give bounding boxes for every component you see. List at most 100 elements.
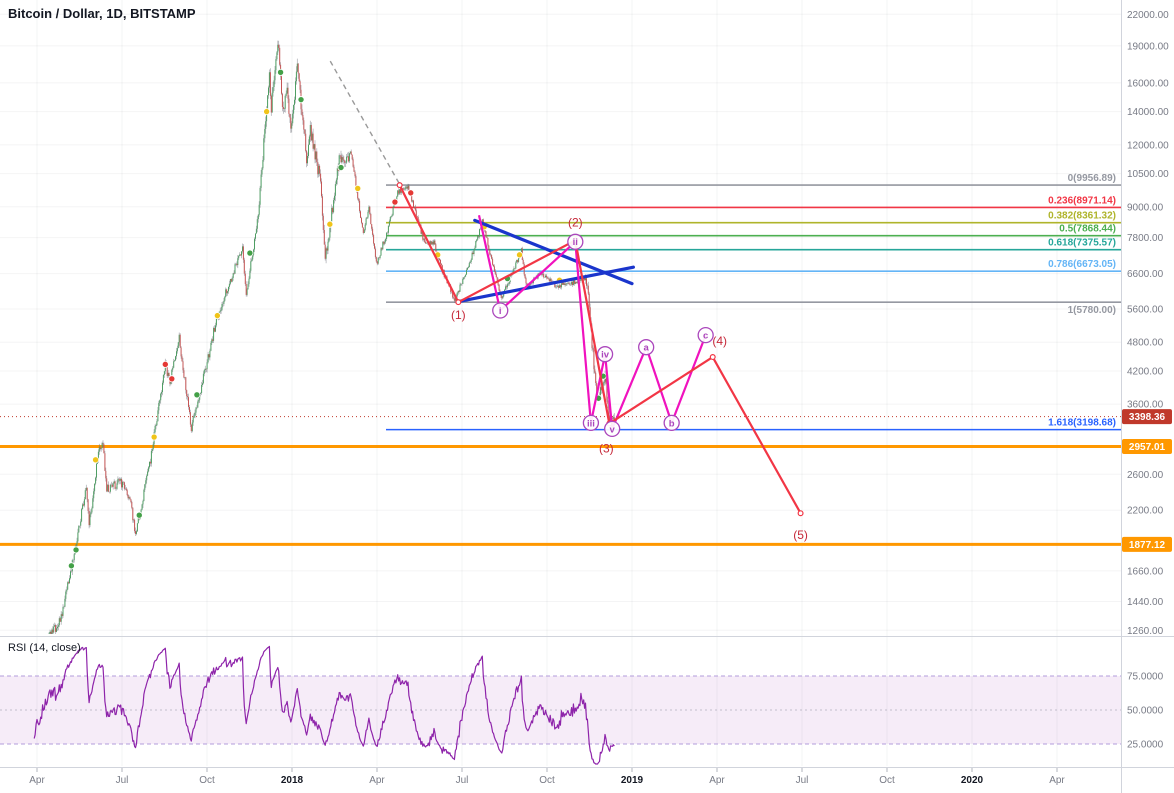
symbol-description[interactable]: Bitcoin / Dollar, 1D, BITSTAMP <box>8 6 196 21</box>
rsi-axis-label: 75.0000 <box>1127 672 1164 683</box>
impulse-path[interactable] <box>398 184 802 514</box>
price-axis-label: 4800.00 <box>1127 338 1164 349</box>
fib-label-0.618: 0.618(7375.57) <box>1048 238 1116 249</box>
signal-dot-green <box>277 68 285 76</box>
current-price-badge-text: 3398.36 <box>1129 412 1166 423</box>
price-axis-label: 9000.00 <box>1127 202 1164 213</box>
price-axis-label: 12000.00 <box>1127 140 1169 151</box>
impulse-label-(2): (2) <box>568 215 583 229</box>
price-axis-label: 6600.00 <box>1127 269 1164 280</box>
rsi-indicator-label[interactable]: RSI (14, close) <box>8 642 81 654</box>
fib-label-0: 0(9956.89) <box>1068 173 1116 184</box>
signal-dot-red <box>161 360 169 368</box>
signal-dot-yellow <box>516 251 524 259</box>
price-axis-label: 22000.00 <box>1127 10 1169 21</box>
impulse-label-(5): (5) <box>793 528 808 542</box>
signal-dot-green <box>72 546 80 554</box>
price-axis-label: 16000.00 <box>1127 78 1169 89</box>
rsi-axis-label: 50.0000 <box>1127 706 1164 717</box>
subwave-circle-ii[interactable] <box>567 233 584 250</box>
price-axis-label: 14000.00 <box>1127 107 1169 118</box>
time-axis-label-2020: 2020 <box>961 775 984 786</box>
time-axis-label-2018: 2018 <box>281 775 304 786</box>
price-axis-label: 3600.00 <box>1127 400 1164 411</box>
price-axis-label: 1660.00 <box>1127 566 1164 577</box>
time-axis-label-Apr: Apr <box>1049 775 1065 786</box>
signal-dot-green <box>135 511 143 519</box>
fib-label-0.236: 0.236(8971.14) <box>1048 195 1116 206</box>
signal-dot-yellow <box>326 220 334 228</box>
alert-price-badge-1877.12 <box>1122 536 1172 552</box>
subwave-label-ii: ii <box>573 237 578 248</box>
current-price-badge <box>1122 409 1172 425</box>
impulse-pivot <box>455 299 462 306</box>
signal-dot-yellow <box>150 433 158 441</box>
fib-label-0.786: 0.786(6673.05) <box>1048 259 1116 270</box>
impulse-label-(3): (3) <box>599 442 614 456</box>
time-axis-label-Jul: Jul <box>796 775 809 786</box>
fib-label-0.382: 0.382(8361.32) <box>1048 211 1116 222</box>
impulse-pivot <box>797 510 804 517</box>
subwave-label-a: a <box>644 343 650 354</box>
time-axis-label-Jul: Jul <box>456 775 469 786</box>
price-axis-label: 5600.00 <box>1127 304 1164 315</box>
subwave-label-v: v <box>610 424 616 435</box>
candles-up <box>48 44 614 634</box>
impulse-pivot <box>396 182 403 189</box>
fib-label-1: 1(5780.00) <box>1068 305 1116 316</box>
subwave-label-iv: iv <box>601 350 610 361</box>
subwave-circle-a[interactable] <box>638 339 655 356</box>
fib-label-0.5: 0.5(7868.44) <box>1059 224 1116 235</box>
subwave-label-b: b <box>669 418 675 429</box>
subwave-label-i: i <box>499 306 502 317</box>
time-axis[interactable] <box>0 768 1174 793</box>
signal-dot-green <box>246 249 254 257</box>
price-axis[interactable] <box>1121 0 1174 766</box>
alert-price-badge-2957.01-text: 2957.01 <box>1129 442 1166 453</box>
time-axis-label-Oct: Oct <box>879 775 895 786</box>
signal-dot-red <box>391 198 399 206</box>
price-axis-label: 1260.00 <box>1127 626 1164 637</box>
subwave-circle-v[interactable] <box>604 420 621 438</box>
subwave-circle-i[interactable] <box>492 302 509 319</box>
time-axis-label-Oct: Oct <box>539 775 555 786</box>
signal-dot-yellow <box>92 456 100 464</box>
signal-dot-green <box>193 391 201 399</box>
impulse-label-(1): (1) <box>451 308 466 322</box>
price-axis-label: 2200.00 <box>1127 506 1164 517</box>
signal-dot-green <box>337 164 345 172</box>
time-axis-label-Jul: Jul <box>116 775 129 786</box>
signal-dot-green <box>67 562 75 570</box>
alert-price-badge-2957.01 <box>1122 439 1172 455</box>
impulse-label-(4): (4) <box>712 334 727 348</box>
signal-dot-red <box>168 375 176 383</box>
subwave-circle-b[interactable] <box>663 414 680 432</box>
impulse-pivot <box>709 354 716 361</box>
price-axis-label: 4200.00 <box>1127 366 1164 377</box>
time-axis-label-2019: 2019 <box>621 775 644 786</box>
signal-dot-yellow <box>354 184 362 192</box>
subwave-circle-iv[interactable] <box>596 346 614 363</box>
trend-guide-dashed[interactable] <box>329 60 401 185</box>
triangle-trendline-2[interactable] <box>457 265 636 304</box>
signal-dot-yellow <box>213 312 221 320</box>
subwave-circle-iii[interactable] <box>582 414 600 432</box>
price-axis-label: 1440.00 <box>1127 597 1164 608</box>
chart-title[interactable]: Bitcoin / Dollar, 1D, BITSTAMP <box>8 6 196 21</box>
price-axis-label: 10500.00 <box>1127 169 1169 180</box>
time-axis-label-Apr: Apr <box>709 775 725 786</box>
signal-dot-green <box>297 96 305 104</box>
time-axis-label-Apr: Apr <box>29 775 45 786</box>
price-axis-bg <box>1121 0 1174 793</box>
subwave-circle-c[interactable] <box>697 326 714 344</box>
signal-dot-yellow <box>263 108 271 116</box>
time-axis-label-Apr: Apr <box>369 775 385 786</box>
subwave-label-iii: iii <box>587 418 595 429</box>
subwave-label-c: c <box>703 331 708 342</box>
rsi-line <box>33 645 615 765</box>
alert-price-badge-1877.12-text: 1877.12 <box>1129 540 1166 551</box>
rsi-indicator-text: RSI (14, close) <box>8 642 81 654</box>
subwave-path[interactable] <box>477 215 707 430</box>
